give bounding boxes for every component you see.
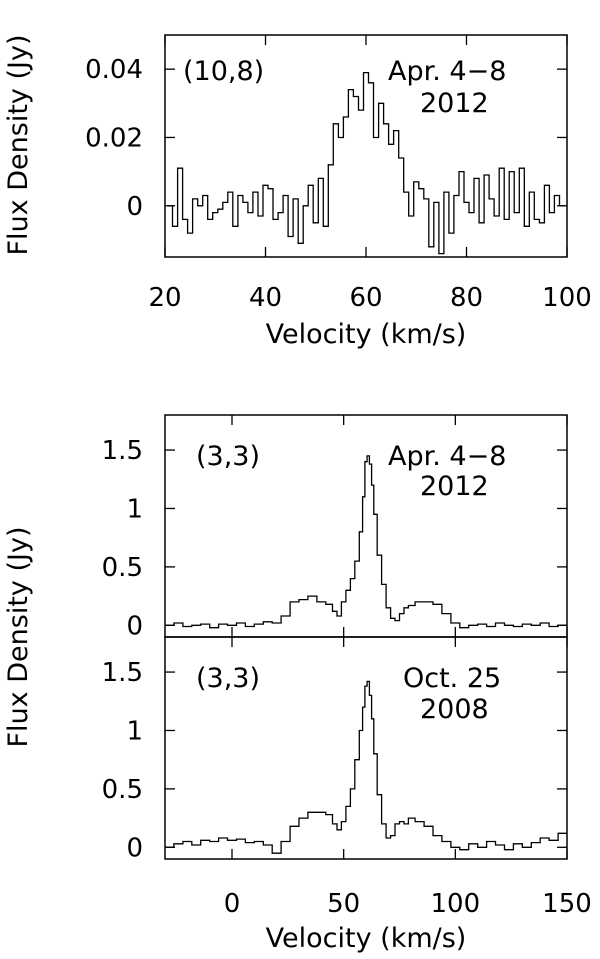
y-ticks: 0 0.5 1 1.5 bbox=[102, 436, 567, 641]
transition-label: (3,3) bbox=[196, 441, 260, 472]
panel-top: 20 40 60 80 100 0 0.02 0.04 (10,8) Apr. 4−8 20… bbox=[3, 34, 592, 350]
plot-frame bbox=[164, 636, 568, 860]
date-label: Oct. 25 bbox=[403, 663, 501, 694]
y-ticks: 0 0.02 0.04 bbox=[85, 55, 567, 222]
date-label: Apr. 4−8 bbox=[388, 56, 506, 87]
y-tick-label: 0 bbox=[126, 833, 143, 863]
y-tick-label: 0.02 bbox=[85, 123, 143, 153]
x-axis-title: Velocity (km/s) bbox=[266, 319, 467, 350]
y-tick-label: 1.5 bbox=[102, 436, 143, 466]
y-tick-label: 0.04 bbox=[85, 55, 143, 85]
panel-middle: 0 0.5 1 1.5 (3,3) Apr. 4−8 2012 bbox=[102, 414, 568, 641]
x-ticks: 20 40 60 80 100 bbox=[148, 35, 592, 313]
y-tick-label: 0.5 bbox=[102, 775, 143, 805]
year-label: 2012 bbox=[420, 88, 489, 119]
x-tick-label: 40 bbox=[249, 283, 282, 313]
transition-label: (3,3) bbox=[196, 663, 260, 694]
y-tick-label: 0 bbox=[126, 611, 143, 641]
x-tick-label: 20 bbox=[148, 283, 181, 313]
spectrum-line bbox=[167, 71, 565, 255]
x-tick-label: 60 bbox=[349, 283, 382, 313]
x-ticks: 0 50 100 150 bbox=[224, 637, 592, 919]
x-axis-title: Velocity (km/s) bbox=[266, 923, 467, 954]
x-tick-label: 150 bbox=[542, 889, 592, 919]
y-tick-label: 1 bbox=[126, 716, 143, 746]
y-axis-title: Flux Density (Jy) bbox=[3, 35, 34, 256]
year-label: 2008 bbox=[420, 694, 489, 725]
year-label: 2012 bbox=[420, 471, 489, 502]
x-tick-label: 50 bbox=[327, 889, 360, 919]
panel-bottom: 0 50 100 150 0 0.5 1 1.5 (3,3) Oct. 25 2008 Ve… bbox=[102, 636, 592, 954]
y-ticks: 0 0.5 1 1.5 bbox=[102, 658, 567, 863]
date-label: Apr. 4−8 bbox=[388, 441, 506, 472]
x-tick-label: 100 bbox=[542, 283, 592, 313]
transition-label: (10,8) bbox=[183, 56, 264, 87]
spectrum-line bbox=[165, 455, 567, 629]
y-tick-label: 0.5 bbox=[102, 553, 143, 583]
y-tick-label: 1.5 bbox=[102, 658, 143, 688]
x-tick-label: 80 bbox=[450, 283, 483, 313]
x-tick-label: 100 bbox=[431, 889, 481, 919]
x-tick-label: 0 bbox=[224, 889, 241, 919]
y-axis-title-lower: Flux Density (Jy) bbox=[3, 527, 34, 748]
spectrum-line bbox=[165, 680, 567, 854]
x-ticks bbox=[231, 415, 568, 637]
y-tick-label: 1 bbox=[126, 494, 143, 524]
y-tick-label: 0 bbox=[126, 192, 143, 222]
